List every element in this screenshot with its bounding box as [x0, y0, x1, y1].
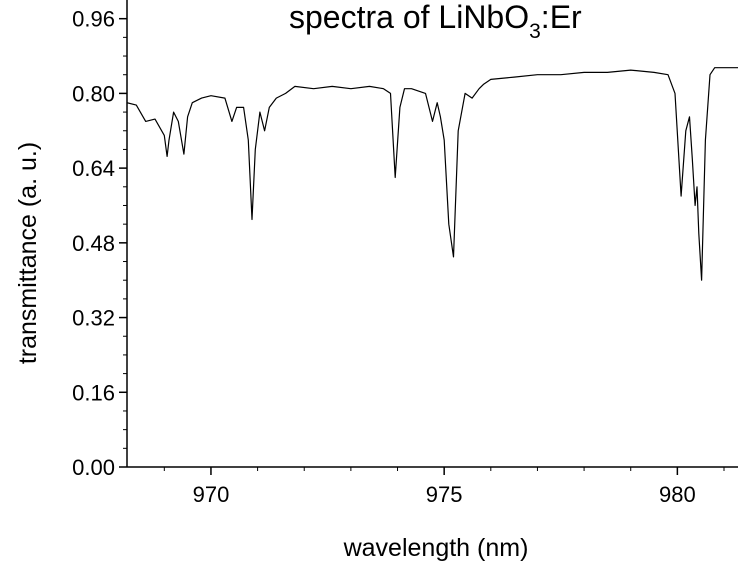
x-tick-label: 980: [659, 482, 696, 507]
series-line-0: [126, 67, 738, 281]
axis-ticks: 0.00 0.16 0.32 0.48 0.64 0.80 0.96 970 975 980: [72, 7, 725, 507]
y-tick-label: 0.48: [72, 231, 115, 256]
series-layer: [126, 67, 738, 281]
x-axis-label: wavelength (nm): [343, 534, 529, 562]
chart-title-main: spectra of LiNbO: [289, 0, 529, 35]
x-tick-label: 970: [193, 482, 230, 507]
axes: [126, 0, 738, 468]
y-tick-label: 0.32: [72, 306, 115, 331]
y-axis-label: transmittance (a. u.): [14, 142, 42, 364]
y-tick-label: 0.16: [72, 380, 115, 405]
x-tick-label: 975: [426, 482, 463, 507]
y-tick-label: 0.80: [72, 81, 115, 106]
y-tick-label: 0.64: [72, 156, 115, 181]
y-tick-label: 0.96: [72, 7, 115, 32]
chart-title-subscript: 3: [529, 20, 541, 43]
chart-title-suffix: :Er: [541, 0, 582, 35]
chart-title: spectra of LiNbO3:Er: [289, 0, 582, 43]
y-tick-label: 0.00: [72, 455, 115, 480]
